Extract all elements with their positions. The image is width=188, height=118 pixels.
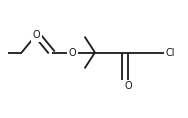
Text: O: O [125, 81, 133, 91]
Text: Cl: Cl [165, 48, 175, 57]
Text: O: O [33, 30, 40, 40]
Text: O: O [69, 48, 76, 57]
